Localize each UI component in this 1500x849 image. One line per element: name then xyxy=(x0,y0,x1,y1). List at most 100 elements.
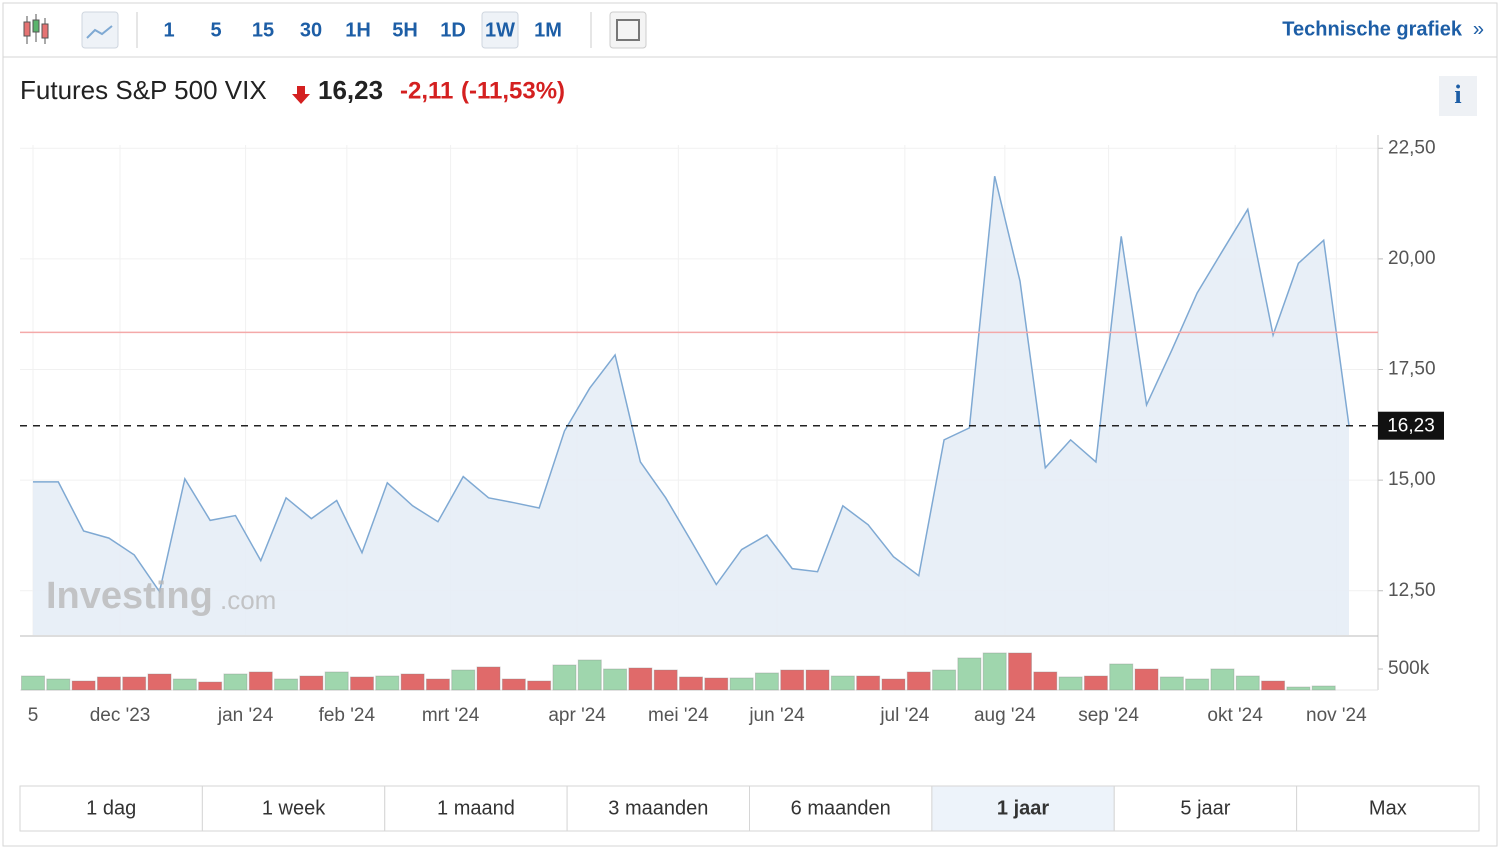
area xyxy=(33,176,1349,635)
interval-button[interactable]: 1M xyxy=(534,19,562,41)
volume-bar xyxy=(1210,668,1235,691)
range-label[interactable]: 6 maanden xyxy=(791,797,891,819)
volume-bar xyxy=(628,667,653,691)
volume-bar xyxy=(780,669,805,691)
interval-button[interactable]: 15 xyxy=(252,19,274,41)
volume-bar xyxy=(425,678,450,691)
info-icon[interactable]: i xyxy=(1454,80,1461,109)
x-tick-label: okt '24 xyxy=(1207,705,1263,726)
range-button[interactable] xyxy=(1296,785,1480,832)
price-line xyxy=(33,175,1350,594)
volume-bar xyxy=(451,669,476,691)
line-icon[interactable] xyxy=(81,11,119,49)
volume-bar xyxy=(375,675,400,691)
volume-bar xyxy=(1083,675,1108,691)
volume-bar xyxy=(198,681,223,691)
volume-bar xyxy=(856,675,881,691)
candle-icon[interactable] xyxy=(23,14,49,44)
interval-button[interactable]: 5H xyxy=(392,19,418,41)
volume-bar xyxy=(350,676,374,691)
range-label[interactable]: 1 jaar xyxy=(997,797,1049,819)
range-button[interactable] xyxy=(931,785,1115,832)
volume-bar xyxy=(906,671,931,691)
volume-bar xyxy=(46,678,71,691)
y2-tick-label: 500k xyxy=(1388,658,1430,679)
range-label[interactable]: Max xyxy=(1369,797,1407,819)
volume-bar xyxy=(248,671,273,691)
volume-bar xyxy=(1058,676,1083,691)
range-label[interactable]: 1 dag xyxy=(86,797,136,819)
y-tick-label: 15,00 xyxy=(1388,469,1436,490)
link-arrow[interactable]: » xyxy=(1473,18,1484,40)
volume-bar xyxy=(603,668,628,691)
volume-bar xyxy=(1008,652,1032,691)
y-tick-label: 12,50 xyxy=(1388,580,1436,601)
watermark: Investing xyxy=(46,575,213,617)
range-button[interactable] xyxy=(566,785,750,832)
y-tick-label: 17,50 xyxy=(1388,359,1436,380)
volume-bar xyxy=(754,672,779,691)
x-tick-label: feb '24 xyxy=(319,705,376,726)
x-tick-label: apr '24 xyxy=(548,705,606,726)
volume-bar xyxy=(527,680,552,691)
volume-bar xyxy=(830,675,855,691)
x-tick-label: 5 xyxy=(28,705,39,726)
range-button[interactable] xyxy=(19,785,203,832)
interval-button[interactable]: 1 xyxy=(163,19,174,41)
x-tick-label: jul '24 xyxy=(879,705,929,726)
range-label[interactable]: 1 week xyxy=(262,797,326,819)
volume-bar xyxy=(1235,675,1260,691)
range-label[interactable]: 5 jaar xyxy=(1180,797,1230,819)
active-interval-box[interactable] xyxy=(481,11,519,49)
interval-button[interactable]: 30 xyxy=(300,19,322,41)
volume-bar xyxy=(400,673,425,691)
range-button[interactable] xyxy=(384,785,568,832)
volume-bar xyxy=(932,669,957,691)
volume-bar xyxy=(324,671,349,691)
volume-bar xyxy=(1159,676,1184,691)
volume-bar xyxy=(71,680,96,691)
range-label[interactable]: 1 maand xyxy=(437,797,515,819)
interval-button[interactable]: 1W xyxy=(485,19,515,41)
volume-bar xyxy=(274,678,299,691)
range-button[interactable] xyxy=(1113,785,1298,832)
volume-bar xyxy=(1311,685,1336,691)
last-price-box xyxy=(1378,411,1444,440)
change-percent: (-11,53%) xyxy=(461,77,565,104)
volume-bar xyxy=(704,677,729,691)
layout-icon[interactable] xyxy=(609,11,647,49)
volume-bar xyxy=(501,678,526,691)
volume-bar xyxy=(577,659,602,691)
volume-bar xyxy=(21,675,45,691)
layout-icon-glyph xyxy=(616,19,640,41)
range-label[interactable]: 3 maanden xyxy=(608,797,708,819)
down-arrow xyxy=(292,86,310,104)
interval-button[interactable]: 1D xyxy=(440,19,466,41)
x-tick-label: mei '24 xyxy=(648,705,709,726)
info-button[interactable] xyxy=(1439,76,1477,116)
y-tick-label: 22,50 xyxy=(1388,137,1436,158)
x-tick-label: jun '24 xyxy=(748,705,805,726)
technical-chart-link[interactable]: Technische grafiek xyxy=(1282,18,1463,40)
interval-button[interactable]: 5 xyxy=(210,19,221,41)
volume-bar xyxy=(957,657,982,691)
volume-bar xyxy=(653,669,678,691)
price: 16,23 xyxy=(318,75,383,105)
volume-bar xyxy=(982,652,1007,691)
x-tick-label: dec '23 xyxy=(90,705,151,726)
volume-bar xyxy=(552,664,577,691)
x-tick-label: aug '24 xyxy=(974,705,1036,726)
interval-button[interactable]: 1H xyxy=(345,19,371,41)
range-button[interactable] xyxy=(201,785,386,832)
change: -2,11 xyxy=(400,77,453,104)
volume-bar xyxy=(881,678,906,691)
range-bar: 1 dag 1 week 1 maand 3 maanden 6 maanden 1 ja… xyxy=(19,785,1480,832)
volume-bar xyxy=(1134,668,1159,691)
x-tick-label: mrt '24 xyxy=(422,705,480,726)
volume-bar xyxy=(805,669,830,691)
range-button[interactable] xyxy=(749,785,933,832)
volume-bar xyxy=(172,678,197,691)
x-tick-label: nov '24 xyxy=(1306,705,1367,726)
